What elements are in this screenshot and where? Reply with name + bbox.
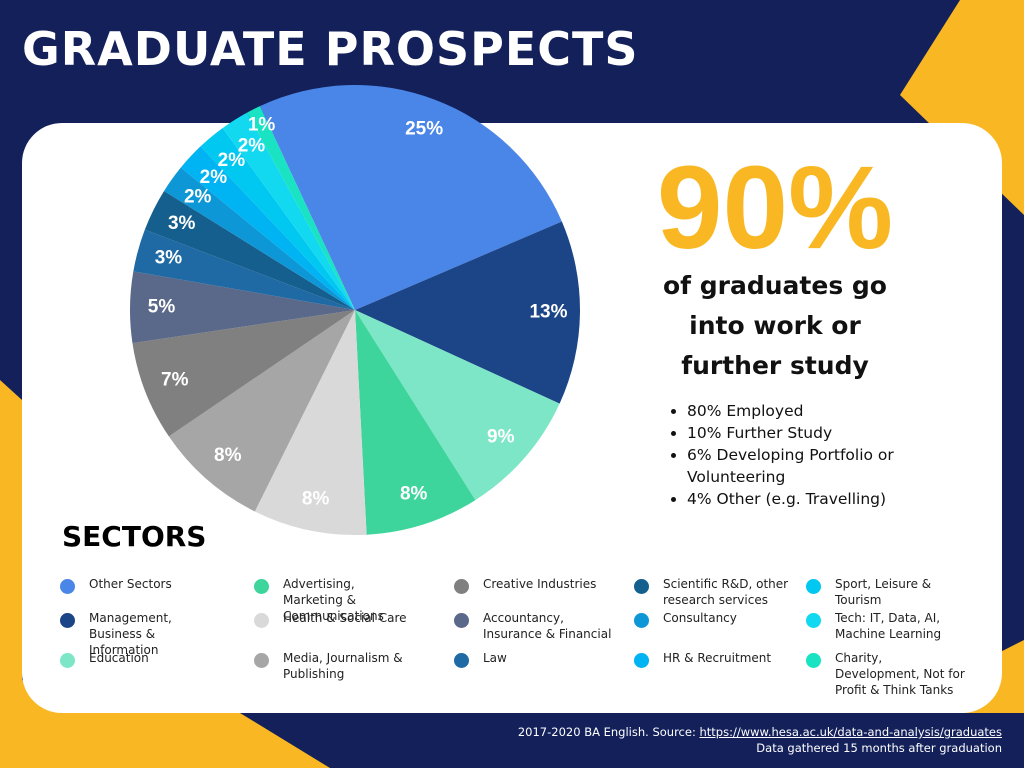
legend-item: Education (60, 650, 254, 696)
legend-label: Law (483, 651, 507, 665)
legend-item: Consultancy (634, 610, 806, 650)
legend-label: Accountancy, Insurance & Financial (483, 611, 612, 641)
pie-slice (144, 190, 355, 310)
source-link[interactable]: https://www.hesa.ac.uk/data-and-analysis… (699, 725, 1002, 739)
legend-label: Creative Industries (483, 577, 597, 591)
bullet: 4% Other (e.g. Travelling) (687, 488, 927, 510)
legend-swatch (806, 613, 821, 628)
legend-label: Management, Business & Information (89, 611, 172, 657)
slice-label: 2% (238, 136, 266, 157)
slice-label: 8% (302, 488, 330, 509)
title: GRADUATE PROSPECTS (22, 22, 639, 76)
legend-label: Education (89, 651, 149, 665)
slice-label: 13% (529, 301, 567, 322)
bullet-list: 80% Employed10% Further Study6% Developi… (665, 400, 927, 510)
yellow-shape (0, 380, 330, 768)
pie-slice (254, 310, 367, 535)
legend-swatch (806, 653, 821, 668)
pie-slice (200, 128, 355, 310)
pie-slice (259, 85, 562, 310)
source-prefix: 2017-2020 BA English. Source: (517, 725, 696, 739)
legend-swatch (454, 653, 469, 668)
legend-label: Consultancy (663, 611, 737, 625)
legend-item: Advertising, Marketing & Communications (254, 576, 454, 623)
slice-label: 3% (168, 213, 196, 234)
legend-label: Charity, Development, Not for Profit & T… (835, 651, 965, 697)
legend-swatch (60, 653, 75, 668)
footer: 2017-2020 BA English. Source: https://ww… (518, 724, 1002, 756)
bullet: 10% Further Study (687, 422, 927, 444)
pie-slice (164, 167, 355, 310)
pie-slice (222, 112, 355, 310)
legend-item: Charity, Development, Not for Profit & T… (806, 650, 976, 697)
slice-label: 25% (405, 118, 443, 139)
source-line: 2017-2020 BA English. Source: https://ww… (518, 724, 1002, 740)
pie-slice (247, 106, 355, 310)
legend-item: Health & Social Care (254, 610, 454, 650)
legend-label: Advertising, Marketing & Communications (283, 577, 384, 623)
slice-label: 2% (200, 167, 228, 188)
legend-item: Law (454, 650, 634, 696)
slice-label: 2% (184, 186, 212, 207)
legend-swatch (254, 613, 269, 628)
pie-slice (130, 271, 355, 344)
legend-swatch (454, 613, 469, 628)
legend-title: SECTORS (62, 520, 207, 553)
legend-item: Sport, Leisure & Tourism (806, 576, 976, 610)
bullet: 80% Employed (687, 400, 927, 422)
slice-label: 8% (400, 483, 428, 504)
pie-slice (355, 310, 476, 535)
legend-swatch (634, 613, 649, 628)
pie-slice (133, 229, 355, 310)
legend-item: Creative Industries (454, 576, 634, 610)
legend-item: Scientific R&D, other research services (634, 576, 806, 610)
legend-label: Media, Journalism & Publishing (283, 651, 403, 681)
legend-swatch (254, 579, 269, 594)
legend-label: HR & Recruitment (663, 651, 772, 665)
highlight-caption: of graduates go into work or further stu… (663, 271, 887, 380)
slice-label: 9% (487, 426, 515, 447)
legend-label: Tech: IT, Data, AI, Machine Learning (835, 611, 942, 641)
legend-item: HR & Recruitment (634, 650, 806, 696)
slice-label: 7% (161, 369, 189, 390)
legend-swatch (634, 579, 649, 594)
legend-swatch (254, 653, 269, 668)
legend-label: Sport, Leisure & Tourism (835, 577, 932, 607)
legend-swatch (634, 653, 649, 668)
legend-item: Tech: IT, Data, AI, Machine Learning (806, 610, 976, 650)
highlight-value: 90% (656, 142, 894, 274)
legend-label: Other Sectors (89, 577, 172, 591)
slice-label: 2% (218, 150, 246, 171)
pie-slice (132, 310, 355, 437)
pie-slice (180, 146, 355, 310)
slice-label: 5% (148, 297, 176, 318)
legend-label: Health & Social Care (283, 611, 407, 625)
pie-slice (168, 310, 355, 512)
legend-item: Accountancy, Insurance & Financial (454, 610, 634, 650)
pie-slice (355, 310, 560, 501)
slice-label: 3% (155, 248, 183, 269)
legend-item: Management, Business & Information (60, 610, 254, 657)
legend: Other Sectors Management, Business & Info… (60, 576, 976, 697)
pie-slice (355, 221, 581, 404)
legend-swatch (806, 579, 821, 594)
legend-swatch (454, 579, 469, 594)
legend-item: Other Sectors (60, 576, 254, 610)
slice-label: 1% (248, 114, 276, 135)
footer-note: Data gathered 15 months after graduation (756, 741, 1002, 755)
slice-label: 8% (214, 445, 242, 466)
bullet: 6% Developing Portfolio or Volunteering (687, 444, 927, 488)
legend-item: Media, Journalism & Publishing (254, 650, 454, 696)
legend-label: Scientific R&D, other research services (663, 577, 789, 607)
legend-swatch (60, 579, 75, 594)
legend-swatch (60, 613, 75, 628)
